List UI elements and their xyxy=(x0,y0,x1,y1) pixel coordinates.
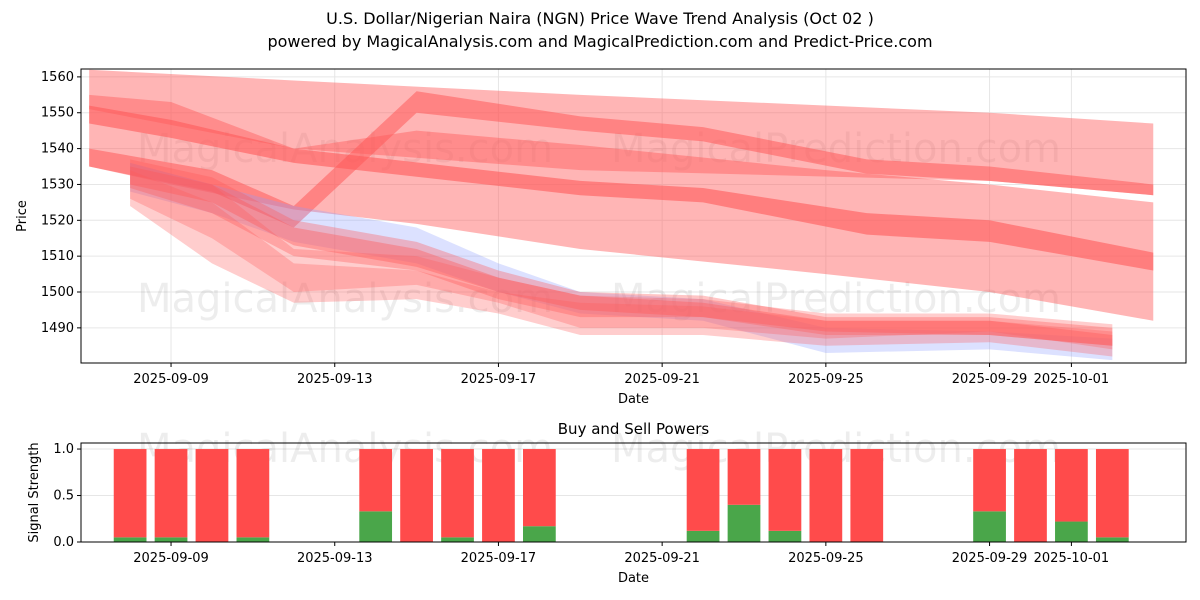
x-tick-label: 2025-09-25 xyxy=(788,551,864,566)
cluster-band-3 xyxy=(130,159,1113,346)
buy-bar xyxy=(768,530,802,542)
buy-bar xyxy=(523,526,556,542)
chart-title: U.S. Dollar/Nigerian Naira (NGN) Price W… xyxy=(326,9,874,28)
sell-bar xyxy=(809,449,843,542)
buy-bar xyxy=(154,537,188,542)
y-tick-label: 0.0 xyxy=(53,535,74,550)
chart-subtitle: powered by MagicalAnalysis.com and Magic… xyxy=(267,32,933,51)
x-tick-label: 2025-10-01 xyxy=(1034,372,1110,387)
sell-bar xyxy=(359,449,393,512)
sell-bar xyxy=(400,449,433,542)
y-axis-label: Signal Strength xyxy=(27,442,42,542)
y-tick-label: 0.5 xyxy=(53,489,74,504)
dark-band-1 xyxy=(89,105,1154,271)
sell-bar xyxy=(1055,449,1088,522)
x-tick-label: 2025-09-09 xyxy=(133,551,209,566)
y-tick-label: 1510 xyxy=(41,249,74,264)
watermark: MagicalAnalysis.com xyxy=(137,276,553,322)
sell-bar xyxy=(154,449,188,538)
buy-bar xyxy=(113,537,147,542)
sell-bar xyxy=(1095,449,1129,538)
sell-bar xyxy=(236,449,270,538)
sell-bar xyxy=(441,449,474,538)
cluster-band-1 xyxy=(130,162,1113,350)
watermark: MagicalPrediction.com xyxy=(611,276,1061,322)
buy-bar xyxy=(686,530,720,542)
sell-bar xyxy=(113,449,147,538)
sell-bar xyxy=(768,449,802,531)
y-tick-label: 1540 xyxy=(41,142,74,157)
sell-bar xyxy=(195,449,229,542)
bottom-plot-frame xyxy=(80,442,1187,543)
y-tick-label: 1.0 xyxy=(53,442,74,457)
x-axis-label: Date xyxy=(618,392,649,407)
buy-bar xyxy=(1055,521,1088,542)
buy-bar xyxy=(441,537,474,542)
cluster-band-2 xyxy=(130,170,1113,357)
buy-bar xyxy=(236,537,270,542)
y-tick-label: 1530 xyxy=(41,177,74,192)
y-axis-label: Price xyxy=(15,200,30,232)
y-tick-label: 1520 xyxy=(41,213,74,228)
x-tick-label: 2025-09-13 xyxy=(297,372,373,387)
x-tick-label: 2025-09-13 xyxy=(297,551,373,566)
y-tick-label: 1550 xyxy=(41,106,74,121)
bottom-chart-title: Buy and Sell Powers xyxy=(558,420,710,438)
sell-bar xyxy=(1014,449,1047,542)
x-axis-label: Date xyxy=(618,571,649,586)
sell-bar xyxy=(482,449,515,542)
buy-bar xyxy=(359,511,393,542)
x-tick-label: 2025-09-29 xyxy=(952,372,1028,387)
sell-bar xyxy=(686,449,720,531)
x-tick-label: 2025-09-21 xyxy=(624,551,700,566)
y-tick-label: 1560 xyxy=(41,70,74,85)
x-tick-label: 2025-09-17 xyxy=(461,551,537,566)
x-tick-label: 2025-09-17 xyxy=(461,372,537,387)
x-tick-label: 2025-09-25 xyxy=(788,372,864,387)
buy-bar xyxy=(727,504,761,542)
x-tick-label: 2025-09-21 xyxy=(624,372,700,387)
cluster-band-4 xyxy=(130,166,1113,346)
y-tick-label: 1490 xyxy=(41,321,74,336)
sell-bar xyxy=(727,449,761,505)
blue-band xyxy=(130,162,1113,361)
sell-bar xyxy=(523,449,556,527)
top-plot-frame xyxy=(80,68,1187,364)
sell-bar xyxy=(973,449,1006,512)
y-tick-label: 1500 xyxy=(41,285,74,300)
buy-bar xyxy=(1095,537,1129,542)
x-tick-label: 2025-09-29 xyxy=(952,551,1028,566)
sell-bar xyxy=(850,449,884,542)
buy-bar xyxy=(973,511,1006,542)
x-tick-label: 2025-10-01 xyxy=(1034,551,1110,566)
bands-group xyxy=(89,69,1154,361)
x-tick-label: 2025-09-09 xyxy=(133,372,209,387)
